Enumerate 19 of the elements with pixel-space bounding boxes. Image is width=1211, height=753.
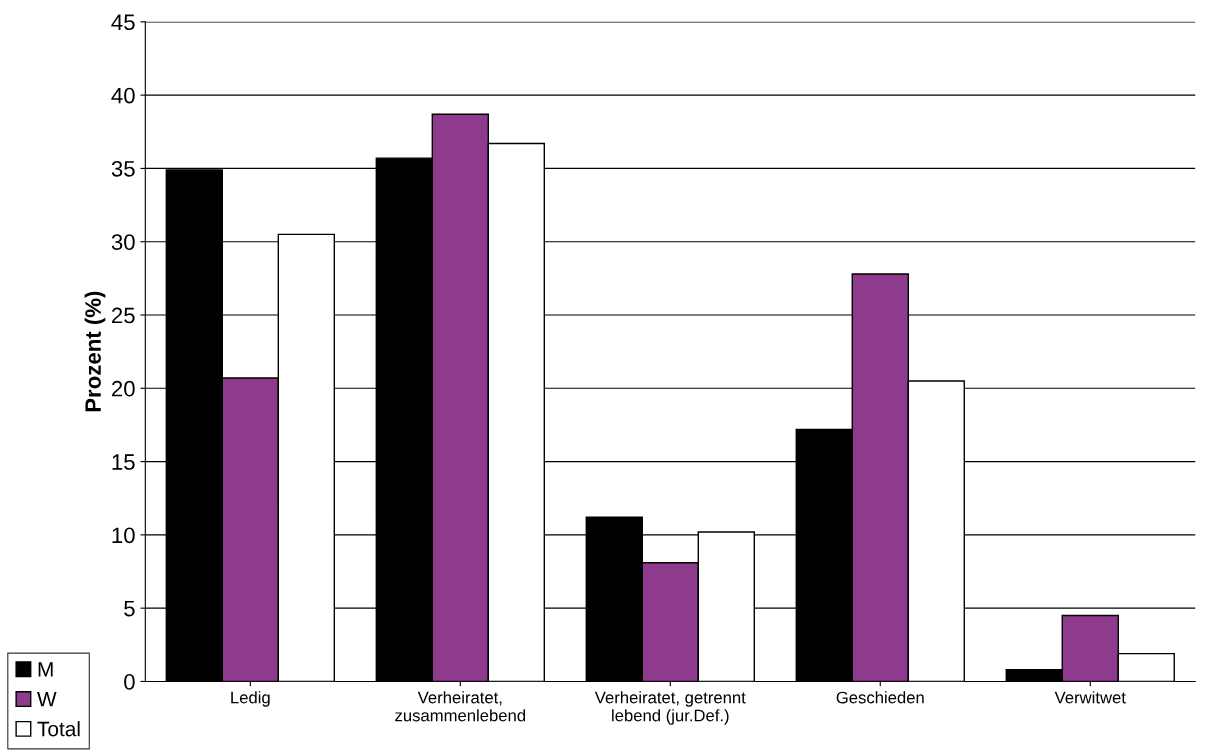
x-tick-label: Verheiratet, zusammenlebend: [395, 691, 526, 722]
legend-label: M: [38, 662, 53, 677]
y-axis-title: Prozent (%): [84, 291, 106, 412]
y-tick-label: 30: [111, 234, 135, 250]
y-tick-label: 5: [124, 600, 135, 617]
y-tick-label: 35: [111, 160, 135, 177]
y-tick-label: 20: [112, 380, 135, 397]
x-tick-label: Ledig: [231, 691, 270, 707]
x-tick-label: Geschieden: [836, 691, 924, 704]
y-tick-label: 45: [111, 14, 135, 31]
y-tick-label: 10: [112, 527, 135, 544]
legend-label: W: [37, 692, 57, 707]
y-tick-label: 15: [112, 454, 135, 470]
x-tick-label: Verwitwet: [1054, 691, 1126, 704]
y-tick-label: 0: [124, 674, 135, 690]
y-tick-label: 40: [111, 87, 135, 104]
x-tick-label: Verheiratet, getrennt lebend (jur.Def.): [594, 691, 746, 725]
y-tick-label: 25: [112, 307, 135, 324]
legend-label: Total: [37, 721, 80, 737]
